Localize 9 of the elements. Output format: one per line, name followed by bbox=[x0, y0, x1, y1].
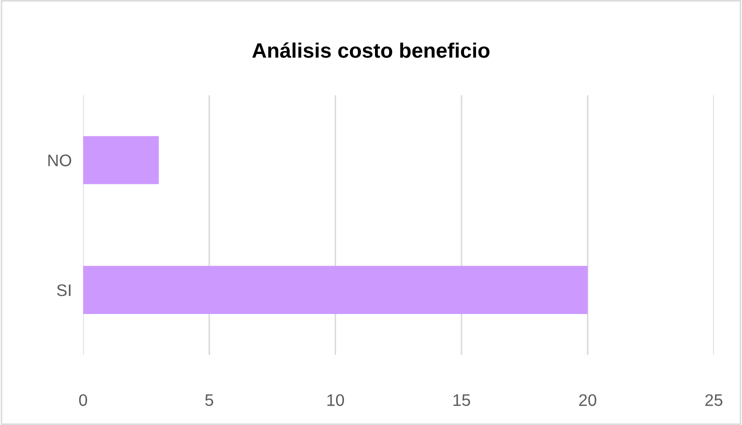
y-tick-label: NO bbox=[48, 154, 72, 166]
x-tick-label: 10 bbox=[327, 394, 344, 406]
x-tick-label: 5 bbox=[205, 394, 214, 406]
x-tick-label: 20 bbox=[579, 394, 596, 406]
x-tick-label: 0 bbox=[79, 394, 88, 406]
y-tick-label: SI bbox=[57, 284, 70, 296]
chart-title: Análisis costo beneficio bbox=[252, 42, 490, 58]
x-tick-label: 25 bbox=[705, 394, 722, 406]
x-tick-label: 15 bbox=[454, 394, 470, 406]
